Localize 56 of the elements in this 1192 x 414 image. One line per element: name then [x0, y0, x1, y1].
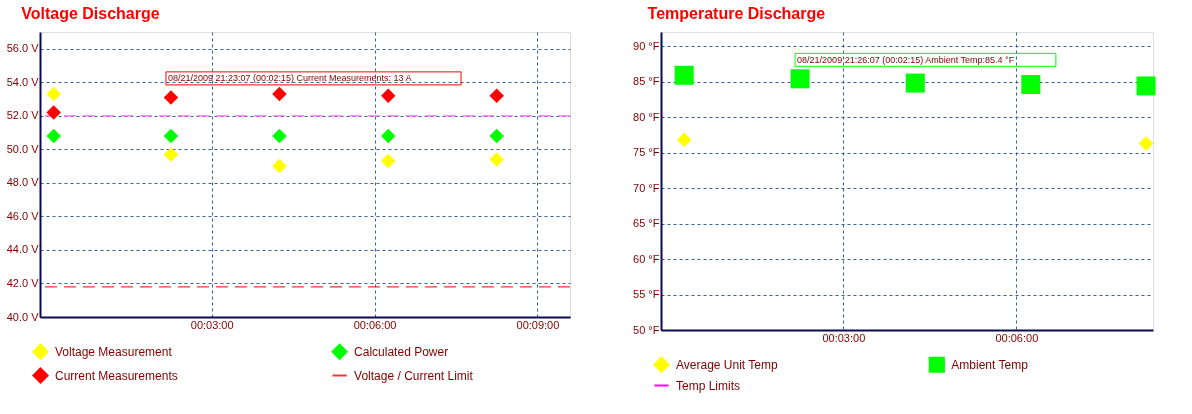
- chart-title: Temperature Discharge: [647, 5, 826, 22]
- chart-title: Voltage Discharge: [21, 5, 160, 22]
- legend-label: Calculated Power: [354, 344, 449, 359]
- point: [1136, 76, 1156, 96]
- point: [46, 86, 61, 102]
- point: [272, 158, 287, 174]
- x-tick-label: 00:03:00: [190, 318, 234, 331]
- point: [272, 86, 287, 102]
- point: [674, 65, 694, 85]
- y-tick-label: 50 °F: [633, 323, 660, 336]
- point: [905, 73, 925, 93]
- point: [676, 132, 692, 148]
- legend-label: Voltage Measurement: [55, 344, 173, 359]
- y-tick-label: 80 °F: [633, 110, 660, 123]
- point: [1021, 75, 1041, 94]
- point: [380, 128, 396, 144]
- point: [790, 69, 810, 89]
- legend-label: Voltage / Current Limit: [354, 368, 474, 383]
- point: [1138, 136, 1154, 151]
- x-tick-label: 00:06:00: [995, 331, 1039, 344]
- y-tick-label: 60 °F: [633, 252, 660, 265]
- y-tick-label: 75 °F: [633, 146, 660, 159]
- x-tick-label: 00:09:00: [516, 318, 560, 331]
- y-tick-label: 55 °F: [633, 288, 660, 301]
- point: [272, 128, 287, 144]
- y-tick-label: 65 °F: [633, 217, 660, 230]
- y-tick-label: 85 °F: [633, 75, 660, 88]
- point: [163, 90, 179, 105]
- y-tick-label: 52.0 V: [6, 109, 40, 122]
- point: [489, 88, 504, 103]
- x-tick-label: 00:06:00: [353, 318, 397, 331]
- annotation: 08/21/2009 21:26:07 (00:02:15) Ambient Temp:85.4 °F: [797, 54, 1015, 65]
- point: [46, 105, 61, 120]
- point: [380, 153, 396, 169]
- y-tick-label: 44.0 V: [6, 243, 40, 256]
- x-tick-label: 00:03:00: [822, 331, 866, 344]
- point: [380, 88, 396, 103]
- y-tick-label: 90 °F: [633, 39, 660, 52]
- y-tick-label: 46.0 V: [6, 209, 40, 222]
- y-tick-label: 50.0 V: [6, 142, 40, 155]
- point: [489, 152, 504, 167]
- y-tick-label: 48.0 V: [6, 176, 40, 189]
- point: [489, 128, 504, 144]
- point: [46, 128, 61, 144]
- legend-label: Current Measurements: [55, 368, 178, 383]
- point: [163, 147, 179, 162]
- point: [163, 128, 179, 144]
- y-tick-label: 70 °F: [633, 181, 660, 194]
- y-tick-label: 54.0 V: [6, 75, 40, 88]
- annotation: 08/21/2009 21:23:07 (00:02:15) Current Measurements: 13 A: [167, 73, 412, 84]
- y-tick-label: 56.0 V: [6, 42, 40, 55]
- legend-label: Average Unit Temp: [676, 357, 778, 372]
- legend-label: Temp Limits: [676, 378, 741, 393]
- y-tick-label: 40.0 V: [6, 310, 40, 323]
- y-tick-label: 42.0 V: [6, 276, 40, 289]
- legend-label: Ambient Temp: [951, 357, 1029, 372]
